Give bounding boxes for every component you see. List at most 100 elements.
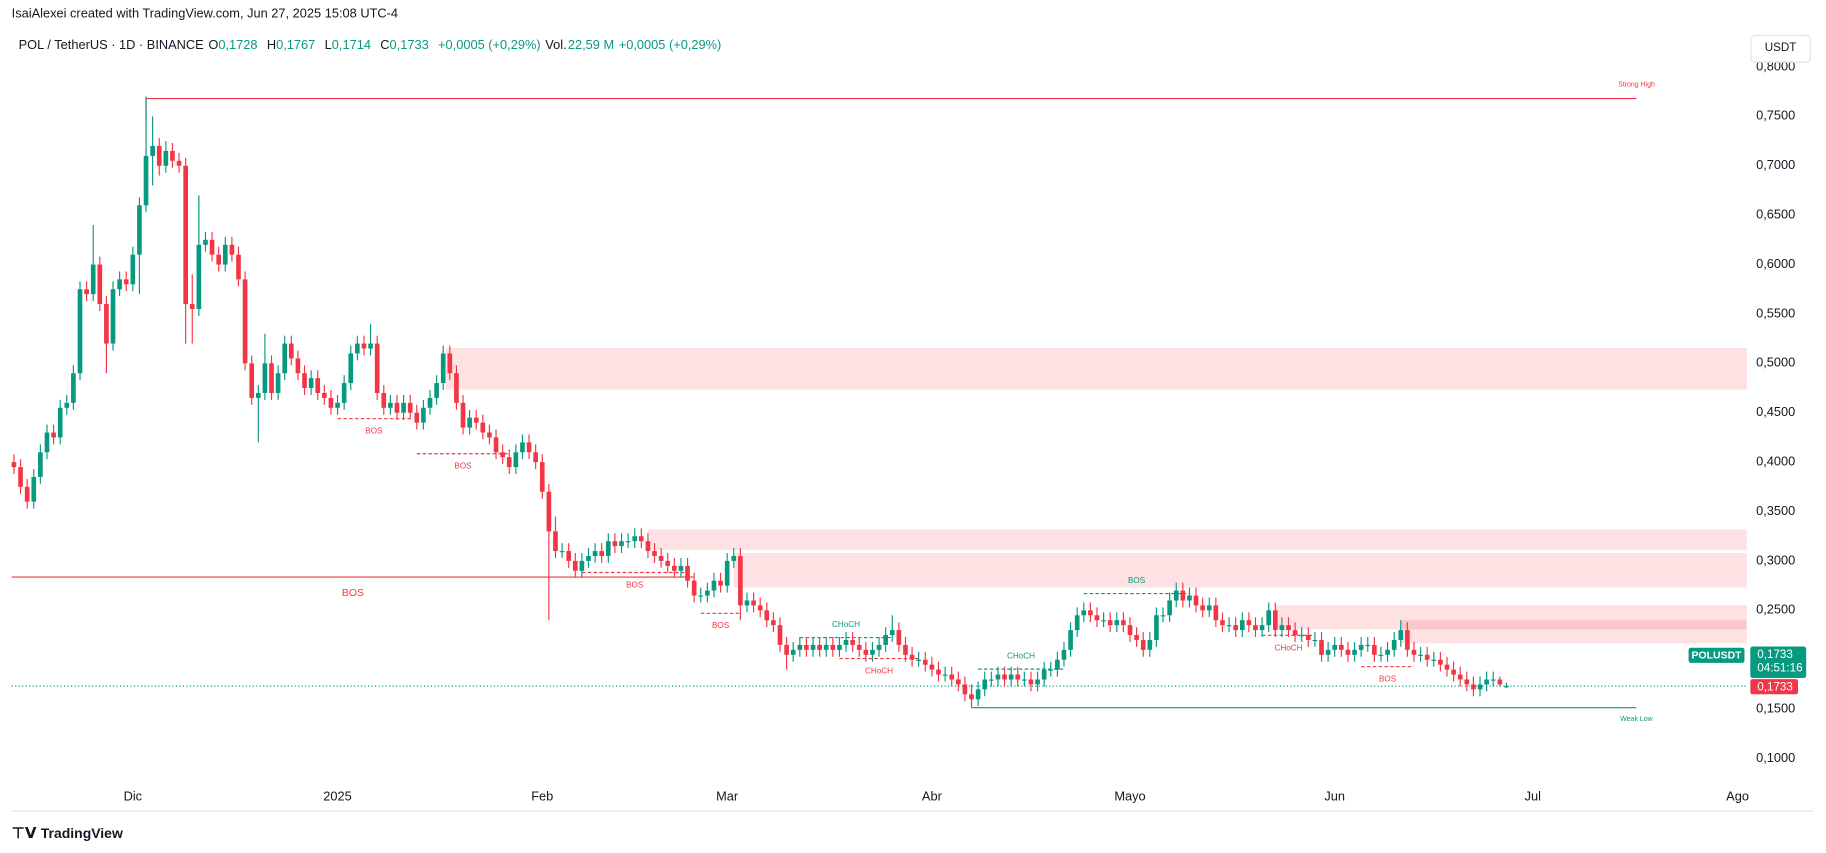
candle-body (1081, 610, 1087, 616)
candle-body (123, 279, 129, 285)
candle-body (368, 343, 373, 349)
candle-body (64, 402, 70, 408)
candle-body (1464, 679, 1470, 685)
candle-body (71, 373, 76, 403)
candle-body (605, 541, 611, 556)
candle-body (44, 432, 50, 453)
structure-label: BOS (1128, 576, 1146, 585)
candle-body (1365, 644, 1371, 647)
candle-body (1061, 649, 1067, 660)
candle-body (1497, 679, 1503, 685)
supply-zone (1400, 620, 1747, 644)
candle-body (1259, 625, 1265, 631)
watermark-text: TradingView (40, 825, 123, 842)
candle-body (863, 649, 869, 655)
currency-button[interactable]: USDT (1750, 34, 1811, 63)
candle-body (1339, 644, 1344, 650)
candle-body (427, 397, 433, 408)
candle-body (995, 674, 1001, 680)
candle-body (896, 630, 902, 645)
candle-body (1431, 659, 1437, 661)
candle-body (150, 145, 155, 156)
candle-body (632, 536, 638, 542)
candle-body (322, 392, 327, 398)
candle-body (566, 551, 572, 561)
candle-body (922, 659, 928, 665)
candle-body (1451, 669, 1456, 675)
candle-body (137, 205, 142, 255)
candle-body (1107, 620, 1113, 626)
candle-body (698, 595, 704, 597)
candle-body (341, 383, 347, 403)
candle-body (969, 694, 974, 700)
candle-body (691, 580, 697, 596)
candle-body (592, 551, 598, 556)
candle-body (738, 555, 743, 606)
structure-label: CHoCH (1007, 651, 1035, 660)
candle-body (1094, 615, 1100, 621)
candle-body (718, 580, 723, 586)
candle-body (302, 373, 307, 389)
y-tick-label: 0,7500 (1756, 108, 1795, 123)
price-tag (1750, 646, 1807, 678)
supply-zone (445, 348, 1747, 390)
structure-label: BOS (454, 462, 472, 471)
y-tick-label: 0,2500 (1756, 602, 1795, 617)
candle-body (724, 560, 730, 586)
candle-body (1332, 644, 1338, 650)
legend-value: 0,1714 (331, 38, 371, 53)
candle-body (579, 560, 585, 571)
candle-body (705, 590, 710, 596)
candle-body (1253, 625, 1258, 631)
key-level-label: Weak Low (1620, 716, 1653, 723)
candle-body (315, 378, 321, 393)
candle-body (1187, 595, 1192, 601)
candle-body (625, 541, 631, 543)
candle-body (711, 580, 717, 591)
candle-body (837, 644, 842, 650)
candle-body (38, 452, 43, 477)
y-tick-label: 0,1000 (1756, 750, 1795, 765)
candle-body (982, 679, 988, 690)
candle-body (559, 551, 565, 553)
candle-body (744, 600, 750, 606)
y-tick-label: 0,3500 (1756, 503, 1795, 518)
candle-body (447, 353, 453, 374)
candle-body (929, 664, 935, 670)
key-level-label: Strong High (1618, 81, 1655, 88)
candle-body (1226, 625, 1232, 627)
legend-value: 0,1733 (389, 38, 429, 53)
candle-body (506, 457, 512, 468)
candle-body (1206, 605, 1212, 611)
candle-body (751, 600, 756, 606)
candle-body (784, 644, 789, 655)
candle-body (348, 353, 354, 384)
candle-body (942, 674, 948, 676)
candle-body (1160, 615, 1166, 617)
candle-body (830, 644, 836, 650)
candle-body (889, 630, 895, 636)
candle-body (988, 679, 994, 681)
structure-label: CHoCH (865, 667, 893, 676)
candle-body (883, 635, 888, 645)
candle-body (638, 536, 644, 542)
candle-body (394, 402, 400, 413)
candle-body (1325, 649, 1331, 655)
y-tick-label: 0,5500 (1756, 305, 1795, 320)
candle-body (619, 541, 624, 547)
structure-label: BOS (1379, 675, 1397, 684)
candle-body (493, 437, 499, 453)
x-tick-label: Jul (1525, 789, 1541, 804)
candle-body (209, 239, 215, 255)
symbol-tag (1688, 647, 1745, 663)
candle-body (1239, 620, 1245, 631)
y-tick-label: 0,4500 (1756, 404, 1795, 419)
y-tick-label: 0,6000 (1756, 256, 1795, 271)
candle-body (1286, 625, 1291, 631)
legend-key: H (266, 38, 277, 53)
candle-body (1385, 649, 1390, 655)
candle-body (421, 407, 426, 423)
candle-body (1292, 630, 1298, 636)
